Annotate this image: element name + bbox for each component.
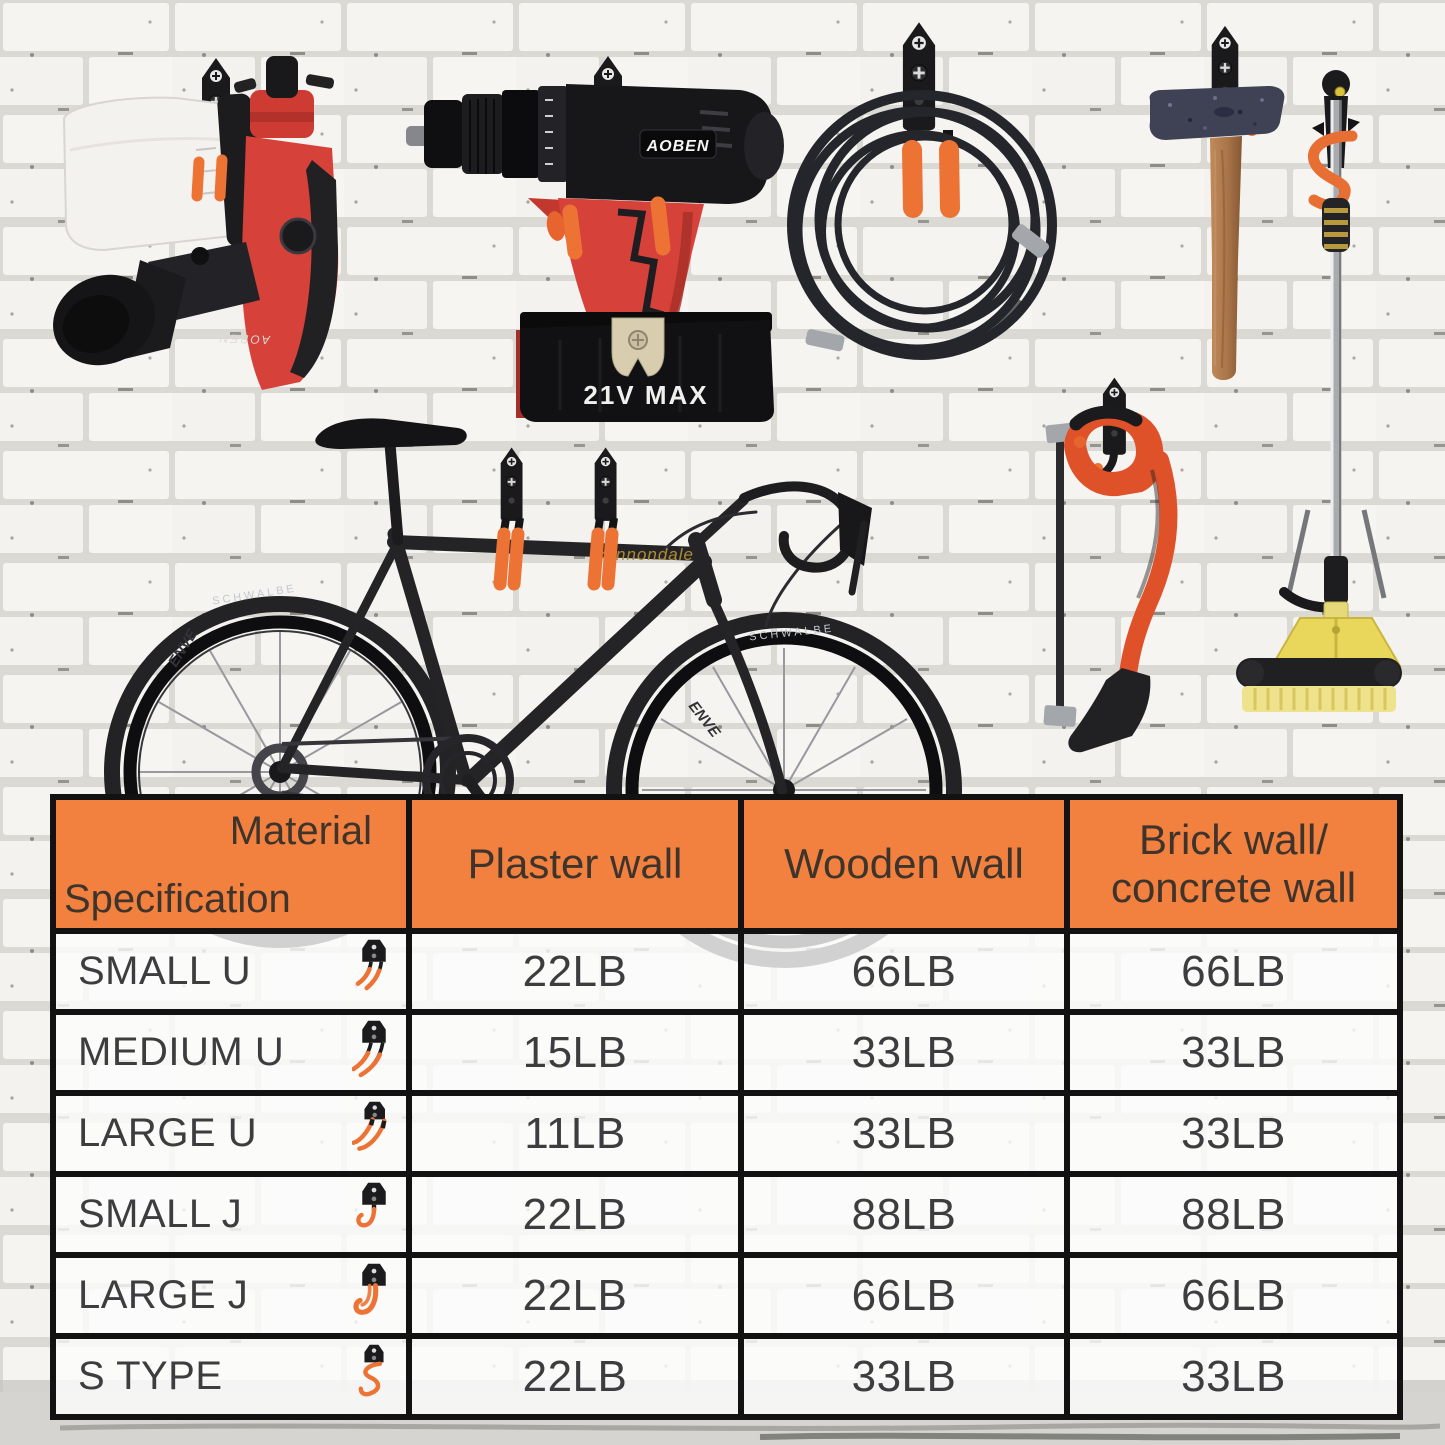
corner-header-cell: Material Specification: [53, 797, 409, 931]
column-header-brick-concrete-wall: Brick wall/ concrete wall: [1067, 797, 1400, 931]
table-cell: 88LB: [1067, 1174, 1400, 1255]
table-cell: 33LB: [741, 1012, 1067, 1093]
hacksaw-photo: [1043, 376, 1178, 753]
drill-brand-text: AOBEN: [646, 138, 710, 155]
hammer-photo: [1149, 24, 1285, 381]
table-cell: 33LB: [741, 1336, 1067, 1417]
sponge-mop-photo: [1236, 70, 1402, 712]
table-row-spec: SMALL J: [53, 1174, 409, 1255]
bike-saddle: [315, 418, 467, 449]
table-cell: 11LB: [409, 1093, 741, 1174]
table-cell: 15LB: [409, 1012, 741, 1093]
s-type-hook-icon: [358, 1344, 384, 1396]
table-row-spec: MEDIUM U: [53, 1012, 409, 1093]
table-cell: 22LB: [409, 1336, 741, 1417]
table-cell: 33LB: [1067, 1093, 1400, 1174]
spec-label: S TYPE: [78, 1354, 223, 1398]
medium-u-hook-icon: [352, 1020, 386, 1077]
hammer-head-speckle: [1168, 96, 1264, 130]
drill-battery-text: 21V MAX: [583, 380, 708, 410]
large-j-hook-icon: [353, 1263, 386, 1315]
spec-label: LARGE U: [78, 1111, 258, 1155]
spec-label: LARGE J: [78, 1273, 249, 1317]
table-row-spec: LARGE J: [53, 1255, 409, 1336]
corner-material-label: Material: [229, 809, 372, 853]
corner-specification-label: Specification: [64, 877, 291, 921]
spec-label: SMALL U: [78, 949, 252, 993]
bike-handlebar: [739, 481, 872, 596]
table-cell: 33LB: [741, 1093, 1067, 1174]
small-u-hook-icon: [355, 939, 386, 990]
table-cell: 66LB: [741, 931, 1067, 1012]
sprayer-brand-text: AOBEN: [218, 331, 271, 347]
bike-hook-right: [587, 446, 619, 591]
paint-sprayer-photo: AOBEN: [53, 56, 339, 390]
column-header-plaster-wall: Plaster wall: [409, 797, 741, 931]
bike-brand-text: cannondale: [596, 545, 694, 564]
spec-label: SMALL J: [78, 1192, 243, 1236]
table-row-spec: S TYPE: [53, 1336, 409, 1417]
bike-hook-left: [493, 446, 525, 591]
large-u-hook-icon: [352, 1101, 387, 1151]
spec-table: Material Specification Plaster wall Wood…: [50, 794, 1403, 1420]
cordless-drill-photo: AOBEN 21V MAX: [406, 54, 784, 422]
coiled-hose-photo: [787, 20, 1057, 360]
table-row-spec: SMALL U: [53, 931, 409, 1012]
table-row-spec: LARGE U: [53, 1093, 409, 1174]
table-cell: 22LB: [409, 1255, 741, 1336]
table-cell: 88LB: [741, 1174, 1067, 1255]
table-cell: 22LB: [409, 931, 741, 1012]
table-cell: 66LB: [1067, 931, 1400, 1012]
table-cell: 33LB: [1067, 1336, 1400, 1417]
column-header-wooden-wall: Wooden wall: [741, 797, 1067, 931]
table-cell: 33LB: [1067, 1012, 1400, 1093]
table-cell: 22LB: [409, 1174, 741, 1255]
table-cell: 66LB: [1067, 1255, 1400, 1336]
table-cell: 66LB: [741, 1255, 1067, 1336]
spec-label: MEDIUM U: [78, 1030, 285, 1074]
small-j-hook-icon: [356, 1182, 386, 1227]
